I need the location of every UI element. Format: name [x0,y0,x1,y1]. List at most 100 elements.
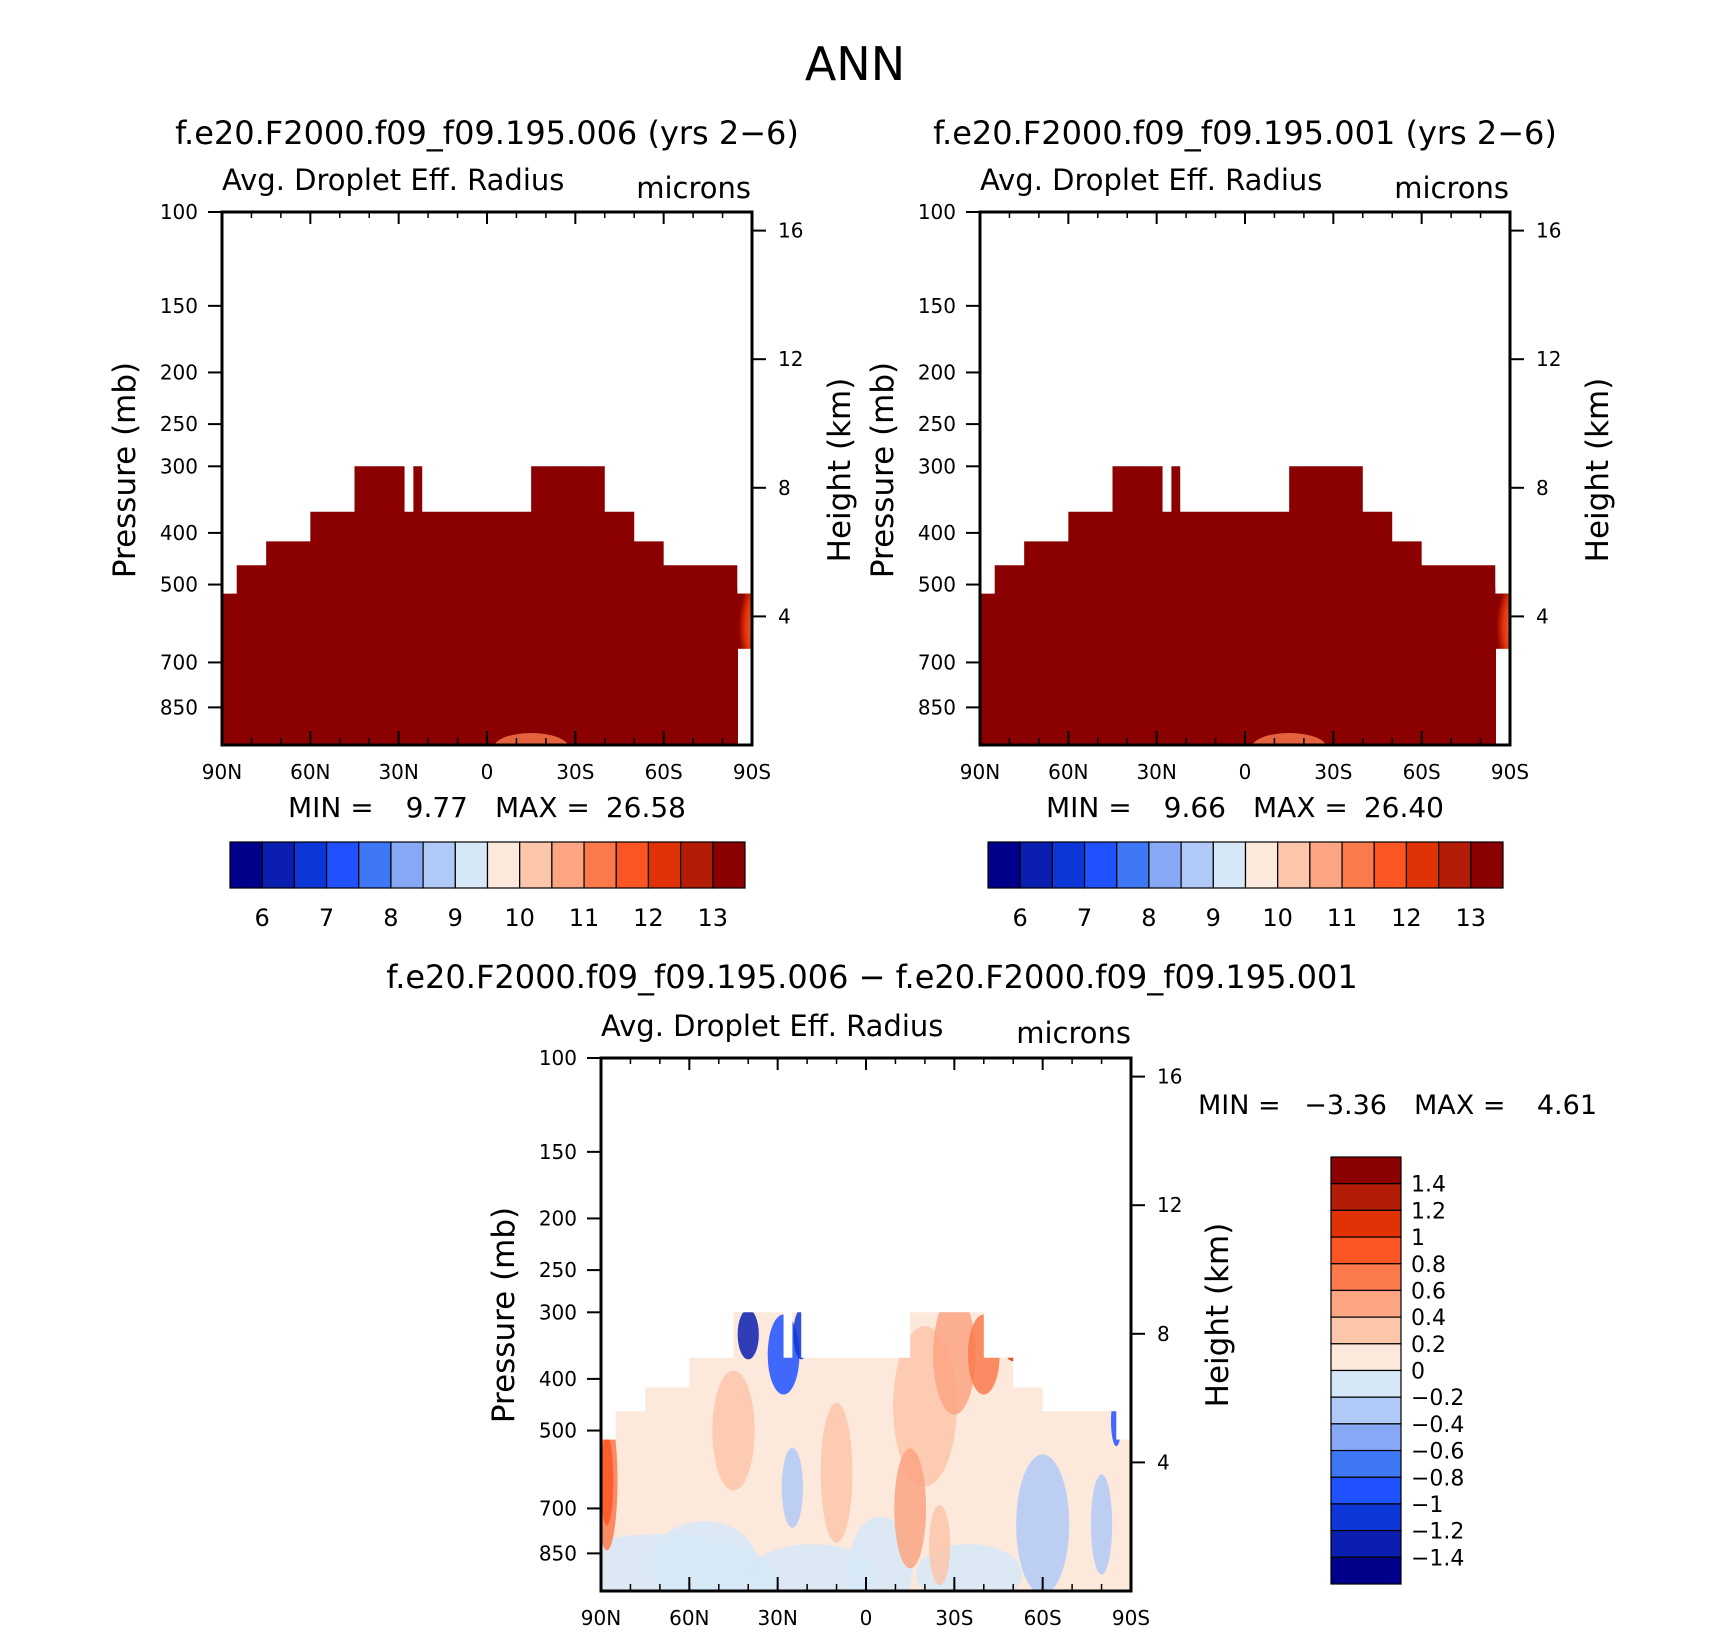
y-tick-label: 300 [539,1300,577,1324]
colorbar-label: 13 [1456,904,1487,932]
colorbar-label: 1 [1411,1226,1425,1251]
panel-title: f.e20.F2000.f09_f09.195.006 (yrs 2−6) [175,114,799,152]
diff-region [601,1435,614,1526]
colorbar-box [1051,841,1086,889]
x-tick-label: 90S [1112,1606,1150,1630]
tick-labels: 90N 60N 30N 0 30S 60S 90S 100 150 200 250 300 400 500… [539,1046,1183,1630]
diff-region [1090,1474,1113,1575]
colorbar-label: 8 [383,904,398,932]
x-tick-label: 30N [757,1606,797,1630]
x-tick-label: 60N [1048,760,1088,784]
y-right-tick-label: 4 [1157,1450,1170,1474]
y-right-tick-label: 4 [778,604,791,628]
colorbar-label: 13 [698,904,729,932]
colorbar: 6 7 8 9 10 11 12 13 [987,841,1504,932]
colorbar-box [519,841,553,889]
colorbar-box [358,841,392,889]
min-value: 9.66 [1164,791,1226,824]
colorbar-label: −1.4 [1411,1546,1464,1571]
y-tick-label: 400 [918,521,956,545]
max-label: MAX = [1253,791,1348,824]
axis-ticks [587,1057,1145,1591]
cloud-field [222,466,752,745]
colorbar-box [454,841,489,889]
colorbar-box [987,841,1021,889]
field-layer [980,466,1510,745]
colorbar-box [1212,841,1247,889]
missing-region [1496,648,1510,745]
y-tick-label: 200 [918,360,956,384]
y-right-tick-label: 8 [1157,1322,1170,1346]
colorbar-box [1330,1556,1402,1585]
x-tick-label: 90S [1491,760,1529,784]
colorbar-label: 0.6 [1411,1279,1446,1304]
y-tick-label: 500 [918,573,956,597]
colorbar-box [1330,1530,1402,1558]
colorbar-box [1244,841,1279,889]
colorbar-box [1277,841,1311,889]
x-tick-label: 30N [378,760,418,784]
x-tick-label: 90S [733,760,771,784]
colorbar-box [1405,841,1440,889]
colorbar: 6 7 8 9 10 11 12 13 [229,841,746,932]
subtitle-right: microns [1394,171,1509,205]
y-tick-label: 250 [539,1258,577,1282]
y-tick-label: 150 [160,294,198,318]
x-tick-label: 60N [669,1606,709,1630]
diff-region [1110,1396,1122,1447]
colorbar-label: 0.4 [1411,1306,1446,1331]
min-label: MIN = [288,791,374,824]
colorbar-label: −0.4 [1411,1413,1464,1438]
low-radius-region [494,733,569,745]
colorbar-label: 1.4 [1411,1173,1446,1198]
y-tick-label: 250 [160,412,198,436]
y-tick-label: 150 [539,1140,577,1164]
colorbar-box [1438,841,1472,889]
diff-region [712,1370,755,1491]
colorbar-box [486,841,521,889]
x-tick-label: 60S [1024,1606,1062,1630]
colorbar-box [293,841,328,889]
subtitle-left: Avg. Droplet Eff. Radius [222,163,564,197]
y-right-tick-label: 8 [1536,476,1549,500]
colorbar-box [615,841,650,889]
colorbar-label: −1.2 [1411,1520,1464,1545]
colorbar-label: 10 [1262,904,1293,932]
colorbar-box [1330,1183,1402,1211]
colorbar-box [261,841,295,889]
subtitle-left: Avg. Droplet Eff. Radius [601,1009,943,1043]
polar-region [724,582,752,671]
min-label: MIN = [1046,791,1132,824]
colorbar-box [680,841,714,889]
y-tick-label: 500 [160,573,198,597]
diff-region [933,1312,976,1415]
y-tick-label: 400 [539,1367,577,1391]
tick-labels: 90N 60N 30N 0 30S 60S 90S 100 150 200 250 300 400 500… [918,200,1562,784]
main-title: ANN [805,37,905,91]
y-right-tick-label: 12 [778,347,803,371]
colorbar-label: 6 [1013,904,1028,932]
diff-region [894,1448,927,1569]
min-label: MIN = [1198,1090,1281,1121]
y-tick-label: 300 [918,454,956,478]
diff-region [793,1312,810,1360]
colorbar-label: 0 [1411,1360,1425,1385]
y-axis-label: Pressure (mb) [486,1207,522,1423]
y-tick-label: 700 [539,1496,577,1520]
colorbar-box [1373,841,1408,889]
colorbar-box [712,841,746,889]
min-value: −3.36 [1304,1090,1387,1121]
x-tick-label: 0 [481,760,494,784]
x-tick-label: 30S [935,1606,973,1630]
y-axis-label-right: Height (km) [1200,1223,1236,1408]
colorbar-box [1330,1316,1402,1345]
colorbar-box [390,841,424,889]
colorbar-label: 12 [1391,904,1422,932]
colorbar-box [229,841,263,889]
colorbar-box [1148,841,1182,889]
y-tick-label: 850 [160,695,198,719]
x-tick-label: 90N [202,760,242,784]
x-tick-label: 60S [1403,760,1441,784]
colorbar-label: 7 [319,904,334,932]
